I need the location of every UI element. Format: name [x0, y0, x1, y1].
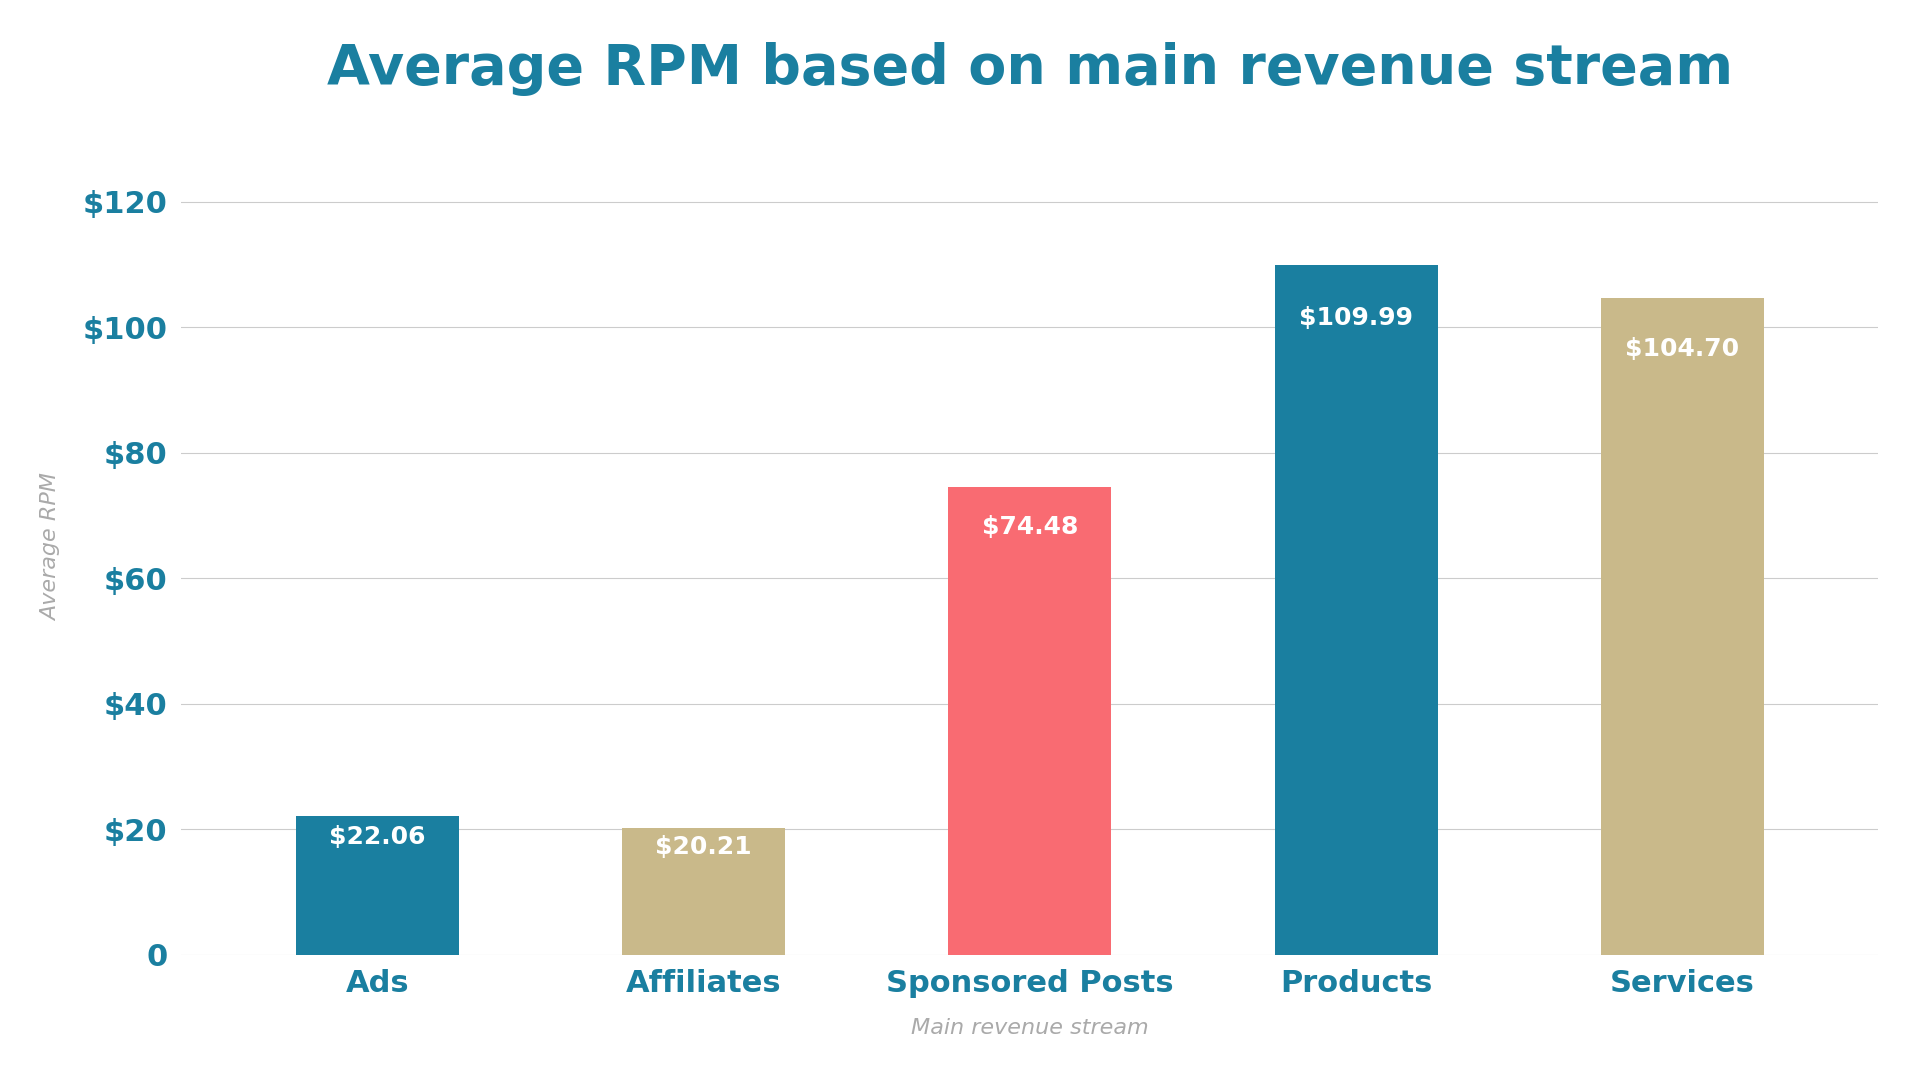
Y-axis label: Average RPM: Average RPM — [42, 473, 61, 621]
Text: $22.06: $22.06 — [328, 824, 426, 849]
X-axis label: Main revenue stream: Main revenue stream — [912, 1018, 1148, 1038]
Text: $104.70: $104.70 — [1626, 337, 1740, 362]
Text: $20.21: $20.21 — [655, 836, 753, 860]
Text: $74.48: $74.48 — [981, 515, 1077, 540]
Bar — [296, 816, 459, 955]
Bar — [1275, 265, 1438, 955]
Bar — [948, 487, 1112, 955]
Title: Average RPM based on main revenue stream: Average RPM based on main revenue stream — [326, 42, 1734, 96]
Bar — [1601, 298, 1764, 955]
Text: $109.99: $109.99 — [1300, 306, 1413, 330]
Bar — [622, 828, 785, 955]
